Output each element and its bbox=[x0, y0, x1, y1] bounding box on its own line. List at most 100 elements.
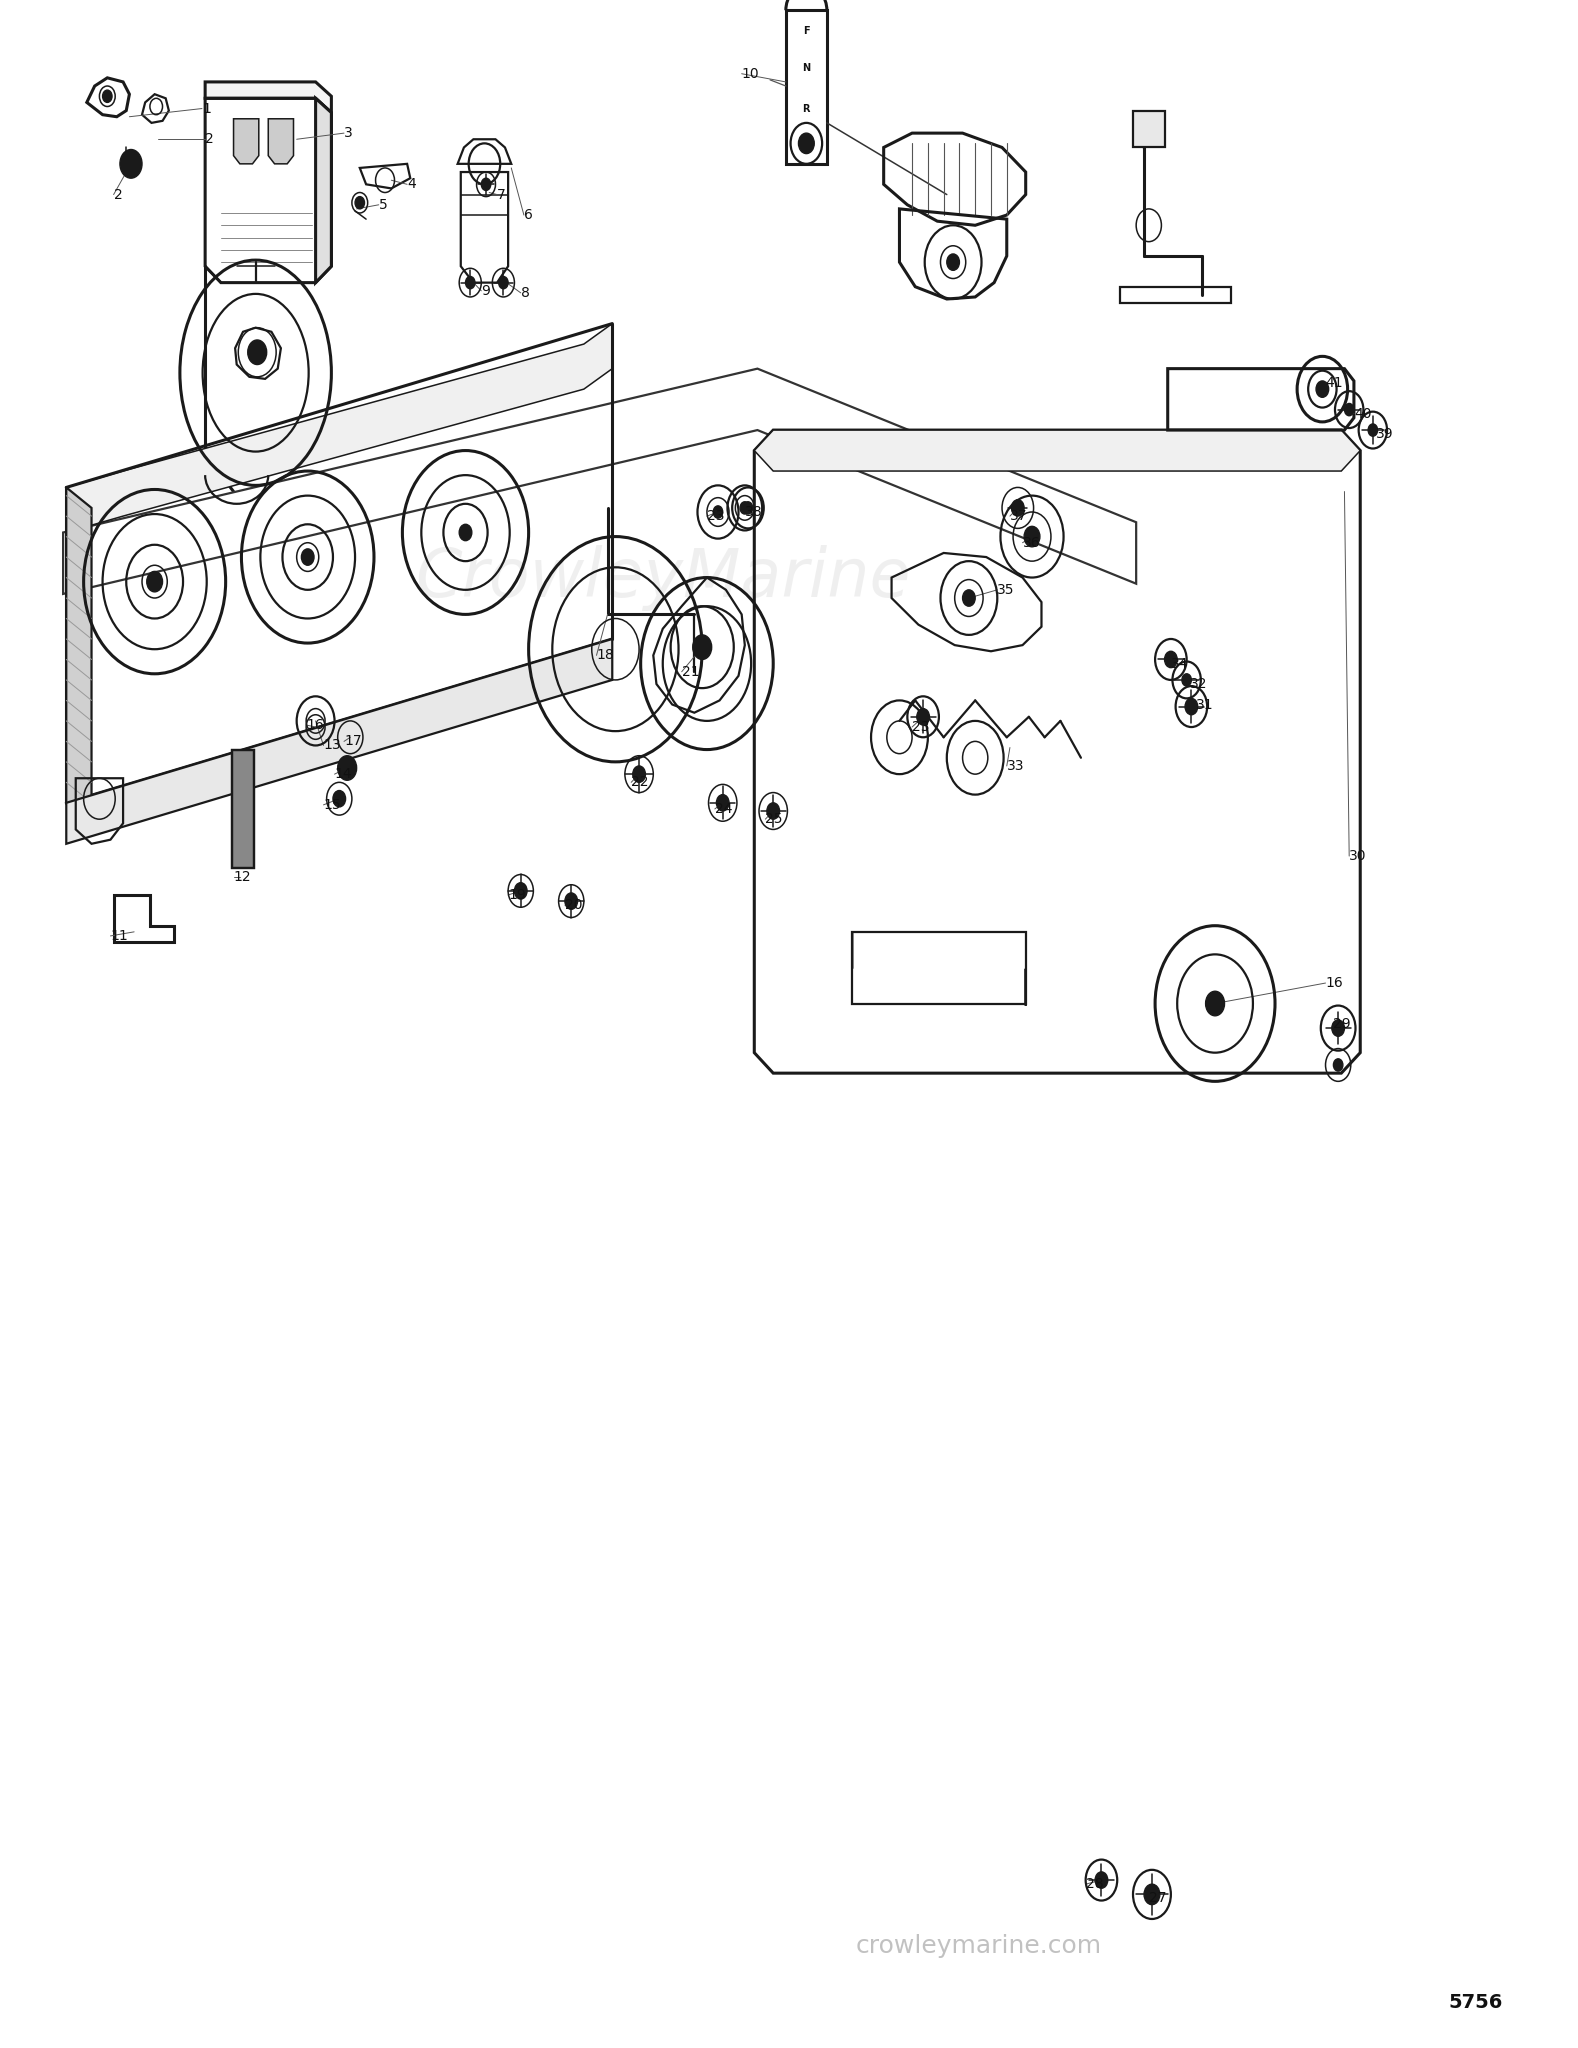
Text: 19: 19 bbox=[508, 889, 525, 901]
Circle shape bbox=[1182, 674, 1191, 686]
Text: 15: 15 bbox=[323, 799, 341, 811]
Text: 22: 22 bbox=[631, 776, 649, 788]
Text: 29: 29 bbox=[1333, 1018, 1351, 1030]
Circle shape bbox=[1011, 500, 1024, 516]
Circle shape bbox=[1332, 1020, 1344, 1036]
Text: 20: 20 bbox=[565, 899, 582, 911]
Polygon shape bbox=[66, 487, 92, 823]
Circle shape bbox=[716, 795, 729, 811]
Text: 21: 21 bbox=[682, 666, 699, 678]
Circle shape bbox=[459, 524, 472, 541]
Circle shape bbox=[633, 766, 645, 782]
Text: 40: 40 bbox=[1354, 408, 1371, 420]
Bar bbox=[232, 750, 254, 868]
Polygon shape bbox=[754, 430, 1360, 471]
Text: 16: 16 bbox=[1326, 977, 1343, 989]
Text: 18: 18 bbox=[596, 649, 614, 662]
Text: 7: 7 bbox=[497, 188, 507, 201]
Text: 37: 37 bbox=[1010, 510, 1027, 522]
Polygon shape bbox=[66, 324, 612, 532]
Bar bbox=[852, 932, 1026, 1004]
Text: 28: 28 bbox=[1086, 1878, 1103, 1890]
Circle shape bbox=[147, 571, 163, 592]
Circle shape bbox=[693, 635, 712, 659]
Text: 34: 34 bbox=[1171, 657, 1188, 670]
Text: 33: 33 bbox=[1007, 760, 1024, 772]
Bar bbox=[1133, 111, 1165, 147]
Text: 31: 31 bbox=[1196, 698, 1213, 711]
Text: 24: 24 bbox=[715, 803, 732, 815]
Circle shape bbox=[514, 883, 527, 899]
Circle shape bbox=[798, 133, 814, 154]
Text: crowleymarine.com: crowleymarine.com bbox=[855, 1933, 1101, 1958]
Circle shape bbox=[499, 276, 508, 289]
Text: 11: 11 bbox=[110, 930, 128, 942]
Text: 10: 10 bbox=[742, 68, 759, 80]
Text: 35: 35 bbox=[997, 584, 1015, 596]
Circle shape bbox=[917, 709, 929, 725]
Text: 23: 23 bbox=[912, 721, 929, 733]
Circle shape bbox=[767, 803, 780, 819]
Polygon shape bbox=[316, 98, 331, 283]
Circle shape bbox=[1095, 1872, 1108, 1888]
Text: 4: 4 bbox=[407, 178, 417, 190]
Text: 5756: 5756 bbox=[1449, 1993, 1502, 2013]
Text: 2: 2 bbox=[114, 188, 123, 201]
Text: 41: 41 bbox=[1326, 377, 1343, 389]
Circle shape bbox=[565, 893, 578, 909]
Text: 5: 5 bbox=[379, 199, 388, 211]
Circle shape bbox=[1333, 1059, 1343, 1071]
Text: 27: 27 bbox=[1149, 1892, 1166, 1905]
Text: N: N bbox=[802, 63, 811, 72]
Text: 16: 16 bbox=[306, 719, 323, 731]
Circle shape bbox=[1316, 381, 1329, 397]
Circle shape bbox=[743, 502, 753, 514]
Circle shape bbox=[355, 197, 365, 209]
Text: 1: 1 bbox=[202, 102, 211, 115]
Polygon shape bbox=[268, 119, 294, 164]
Circle shape bbox=[103, 90, 112, 102]
Text: R: R bbox=[803, 104, 810, 113]
Circle shape bbox=[1024, 526, 1040, 547]
Text: 32: 32 bbox=[1190, 678, 1207, 690]
Bar bbox=[786, 10, 827, 164]
Text: 13: 13 bbox=[323, 739, 341, 752]
Bar bbox=[232, 750, 254, 868]
Text: 2: 2 bbox=[205, 133, 215, 145]
Circle shape bbox=[481, 178, 491, 190]
Circle shape bbox=[1185, 698, 1198, 715]
Text: 39: 39 bbox=[1376, 428, 1393, 440]
Polygon shape bbox=[66, 639, 612, 844]
Polygon shape bbox=[234, 119, 259, 164]
Circle shape bbox=[338, 756, 357, 780]
Circle shape bbox=[1368, 424, 1378, 436]
Text: 9: 9 bbox=[481, 285, 491, 297]
Text: CrowleyMarine: CrowleyMarine bbox=[415, 545, 911, 610]
Circle shape bbox=[1206, 991, 1225, 1016]
Circle shape bbox=[120, 150, 142, 178]
Circle shape bbox=[740, 502, 750, 514]
Circle shape bbox=[1344, 403, 1354, 416]
Circle shape bbox=[1144, 1884, 1160, 1905]
Text: 14: 14 bbox=[335, 768, 352, 780]
Text: F: F bbox=[803, 27, 810, 35]
Polygon shape bbox=[205, 82, 331, 113]
Text: 3: 3 bbox=[344, 127, 353, 139]
Circle shape bbox=[301, 549, 314, 565]
Circle shape bbox=[947, 254, 959, 270]
Circle shape bbox=[713, 506, 723, 518]
Text: 23: 23 bbox=[707, 510, 724, 522]
Circle shape bbox=[248, 340, 267, 365]
Text: 38: 38 bbox=[745, 506, 762, 518]
Circle shape bbox=[466, 276, 475, 289]
Text: 30: 30 bbox=[1349, 850, 1367, 862]
Text: 25: 25 bbox=[765, 813, 783, 825]
Text: 8: 8 bbox=[521, 287, 530, 299]
Circle shape bbox=[1165, 651, 1177, 668]
Text: 12: 12 bbox=[234, 870, 251, 883]
Text: 6: 6 bbox=[524, 209, 533, 221]
Circle shape bbox=[333, 791, 346, 807]
Text: 36: 36 bbox=[1023, 537, 1040, 549]
Circle shape bbox=[963, 590, 975, 606]
Text: 17: 17 bbox=[344, 735, 361, 748]
